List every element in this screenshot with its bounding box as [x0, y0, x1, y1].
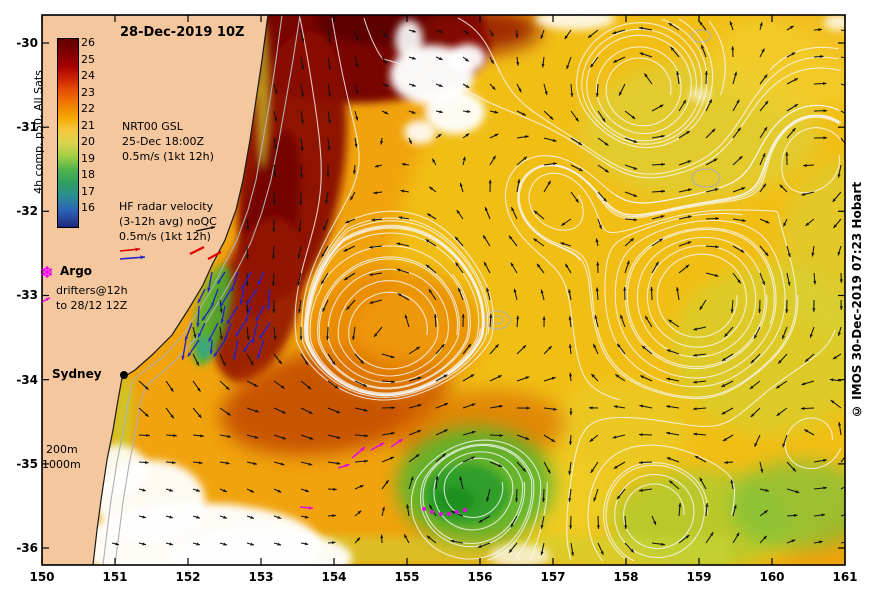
- hf-legend-line1: HF radar velocity: [119, 200, 214, 213]
- drifters-legend-line2: to 28/12 12Z: [56, 299, 128, 312]
- ssh-contours-layer: [294, 17, 842, 562]
- x-tick-label: 158: [613, 570, 639, 584]
- sydney-dot: [120, 371, 128, 379]
- argo-marker-icon: [41, 266, 53, 278]
- colorbar-tick: 17: [81, 184, 95, 198]
- colorbar-tick: 18: [81, 168, 95, 181]
- y-tick-label: -35: [16, 457, 38, 471]
- current-vectors-layer: [111, 20, 845, 556]
- colorbar-tick: 20: [81, 135, 95, 148]
- x-tick-label: 161: [832, 570, 858, 584]
- map-date-title: 28-Dec-2019 10Z: [120, 25, 245, 40]
- x-tick-label: 152: [175, 570, 201, 584]
- copyright-stamp: © IMOS 30-Dec-2019 07:23 Hobart: [850, 181, 864, 419]
- x-tick-label: 153: [248, 570, 274, 584]
- sst-colorbar: [57, 38, 79, 228]
- nrt-legend-line3: 0.5m/s (1kt 12h): [122, 150, 214, 163]
- hf-legend-line3: 0.5m/s (1kt 12h): [119, 230, 211, 243]
- x-tick-label: 155: [394, 570, 420, 584]
- colorbar-tick: 23: [81, 85, 95, 99]
- colorbar-tick: 16: [81, 201, 95, 214]
- x-tick-label: 151: [102, 570, 128, 584]
- legend-scale-arrows: [41, 226, 216, 303]
- sydney-label: Sydney: [52, 367, 102, 381]
- x-tick-label: 157: [540, 570, 566, 584]
- hf-radar-vectors-layer: [181, 271, 271, 361]
- map-plot-area: [42, 15, 845, 565]
- x-tick-label: 156: [467, 570, 493, 584]
- y-tick-label: -33: [16, 288, 38, 302]
- cloud-gaps: [80, 15, 845, 565]
- colorbar-tick-labels: 26 25 24 23 22 21 20 19 18 17 16: [81, 36, 95, 214]
- nrt-legend-line1: NRT00 GSL: [122, 120, 183, 133]
- y-tick-label: -34: [16, 373, 38, 387]
- drifters-legend-line1: drifters@12h: [56, 284, 128, 297]
- y-tick-label: -36: [16, 541, 38, 555]
- hf-site-marker: [189, 246, 222, 260]
- nrt-legend: NRT00 GSL 25-Dec 18:00Z 0.5m/s (1kt 12h): [122, 119, 214, 164]
- drifters-legend: drifters@12h to 28/12 12Z: [56, 283, 128, 313]
- argo-legend-label: Argo: [60, 264, 93, 278]
- colorbar-tick: 21: [81, 118, 95, 132]
- hf-radar-legend: HF radar velocity (3-12h avg) noQC 0.5m/…: [119, 199, 217, 244]
- colorbar-tick: 24: [81, 69, 95, 82]
- isobath-200-label: 200m: [46, 443, 78, 456]
- hf-legend-line2: (3-12h avg) noQC: [119, 215, 217, 228]
- plot-frame: [41, 14, 846, 566]
- isobath-1000-label: 1000m: [42, 458, 81, 471]
- colorbar-tick: 25: [81, 52, 95, 66]
- colorbar-tick: 19: [81, 151, 95, 165]
- x-tick-label: 154: [321, 570, 347, 584]
- drifter-markers-layer: [299, 438, 468, 517]
- colorbar-tick: 26: [81, 36, 95, 49]
- y-tick-label: -30: [16, 36, 38, 50]
- land-mass: [42, 15, 269, 565]
- y-tick-label: -31: [16, 120, 38, 134]
- colorbar-tick: 22: [81, 102, 95, 115]
- x-tick-label: 160: [759, 570, 785, 584]
- x-tick-label: 150: [29, 570, 55, 584]
- nrt-legend-line2: 25-Dec 18:00Z: [122, 135, 204, 148]
- x-tick-label: 159: [686, 570, 712, 584]
- y-tick-label: -32: [16, 204, 38, 218]
